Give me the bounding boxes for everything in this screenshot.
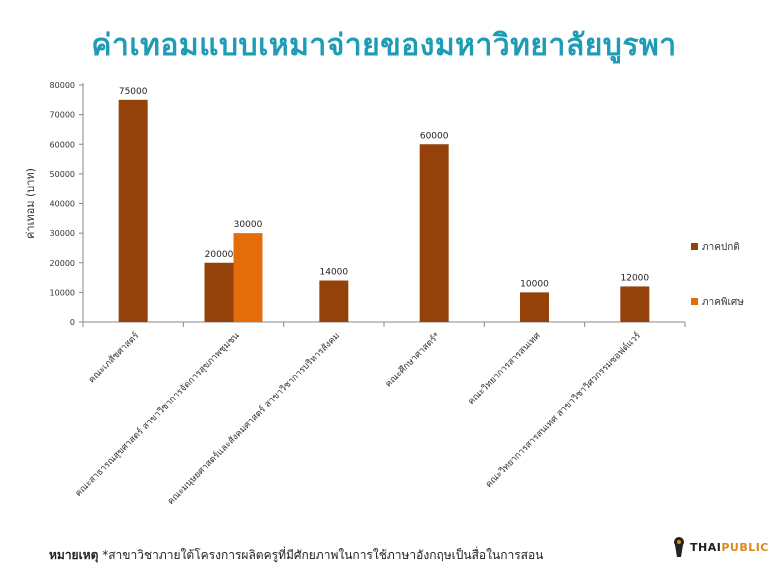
- logo-text-1: THAI: [690, 540, 722, 554]
- x-tick-label: คณะสาธารณสุขศาสตร์ สาขาวิชาการจัดการสุขภ…: [72, 330, 241, 499]
- footnote-label: หมายเหตุ: [49, 548, 99, 562]
- bar-regular: [520, 292, 549, 322]
- x-tick-label: คณะวิทยาการสารสนเทศ: [466, 330, 543, 407]
- legend-swatch: [691, 243, 698, 250]
- bar-regular: [620, 286, 650, 322]
- footnote-text: *สาขาวิชาภายใต้โครงการผลิตครูที่มีศักยภา…: [102, 548, 544, 562]
- y-tick-label: 70000: [50, 111, 75, 120]
- data-label: 20000: [205, 250, 234, 260]
- bar-regular: [118, 99, 148, 322]
- footnote: หมายเหตุ *สาขาวิชาภายใต้โครงการผลิตครูที…: [49, 546, 543, 565]
- data-label: 75000: [119, 87, 148, 97]
- x-tick-label: คณะศึกษาศาสตร์*: [382, 329, 442, 389]
- x-tick-label: คณะวิทยาการสารสนเทศ สาขาวิชาวิศวกรรมซอฟต…: [483, 330, 643, 490]
- y-tick-label: 0: [70, 318, 75, 327]
- bar-chart: 0 10000 20000 30000 40000 50000 60000 70000 8000…: [24, 81, 744, 507]
- thaipublica-logo: THAIPUBLICA: [672, 536, 768, 558]
- legend-label: ภาคพิเศษ: [702, 297, 744, 308]
- legend-label: ภาคปกติ: [702, 242, 740, 253]
- chart-title: ค่าเทอมแบบเหมาจ่ายของมหาวิทยาลัยบูรพา: [91, 28, 677, 63]
- y-tick-label: 30000: [50, 229, 75, 238]
- y-tick-label: 50000: [50, 170, 75, 179]
- bar-regular: [319, 280, 349, 322]
- data-label: 12000: [621, 273, 650, 283]
- bar-special: [233, 233, 263, 322]
- legend-swatch: [691, 298, 698, 305]
- keyhole-icon: [674, 537, 684, 557]
- y-tick-label: 10000: [50, 288, 75, 297]
- data-label: 10000: [520, 279, 549, 289]
- y-tick-label: 40000: [50, 200, 75, 209]
- y-axis-title: ค่าเทอม (บาท): [24, 168, 37, 239]
- bar-regular: [204, 262, 234, 322]
- y-tick-label: 20000: [50, 259, 75, 268]
- data-label: 30000: [234, 220, 263, 230]
- y-tick-label: 80000: [50, 81, 75, 90]
- data-label: 60000: [420, 131, 449, 141]
- data-label: 14000: [320, 268, 349, 278]
- logo-text-2: PUBLICA: [721, 540, 768, 554]
- x-tick-label: คณะมนุษยศาสตร์และสังคมศาสตร์ สาขาวิชาการ…: [165, 330, 342, 507]
- y-tick-label: 60000: [50, 140, 75, 149]
- bar-regular: [419, 144, 449, 322]
- x-tick-label: คณะเภสัชศาสตร์: [86, 330, 142, 386]
